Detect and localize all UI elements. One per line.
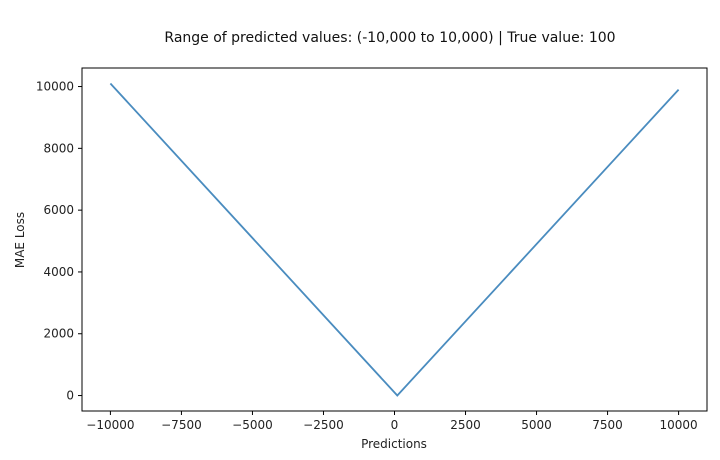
x-tick-label: 0 — [391, 418, 399, 432]
y-tick-label: 2000 — [43, 327, 74, 341]
plot-frame — [81, 67, 708, 412]
series-line — [109, 82, 680, 397]
x-tick-label: −5000 — [232, 418, 273, 432]
y-tick-label: 6000 — [43, 203, 74, 217]
x-tick-label: 5000 — [521, 418, 552, 432]
y-tick-label: 0 — [66, 389, 74, 403]
series-layer — [109, 82, 680, 397]
x-tick-label: 2500 — [450, 418, 481, 432]
x-tick-label: 10000 — [659, 418, 697, 432]
y-axis: 0 2000 4000 6000 8000 10000 — [36, 80, 82, 403]
x-axis: −10000 −7500 −5000 −2500 0 2500 5000 7500 10000 — [86, 411, 698, 432]
chart-title: Range of predicted values: (-10,000 to 1… — [164, 30, 615, 46]
y-tick-label: 4000 — [43, 265, 74, 279]
y-axis-label: MAE Loss — [13, 212, 27, 268]
y-tick-label: 8000 — [43, 141, 74, 155]
plot-area: −10000 −7500 −5000 −2500 0 2500 5000 7500 10000 … — [36, 67, 708, 432]
x-tick-label: −10000 — [86, 418, 134, 432]
x-tick-label: 7500 — [592, 418, 623, 432]
y-tick-label: 10000 — [36, 80, 74, 94]
x-tick-label: −2500 — [303, 418, 344, 432]
x-axis-label: Predictions — [361, 437, 427, 451]
x-tick-label: −7500 — [161, 418, 202, 432]
